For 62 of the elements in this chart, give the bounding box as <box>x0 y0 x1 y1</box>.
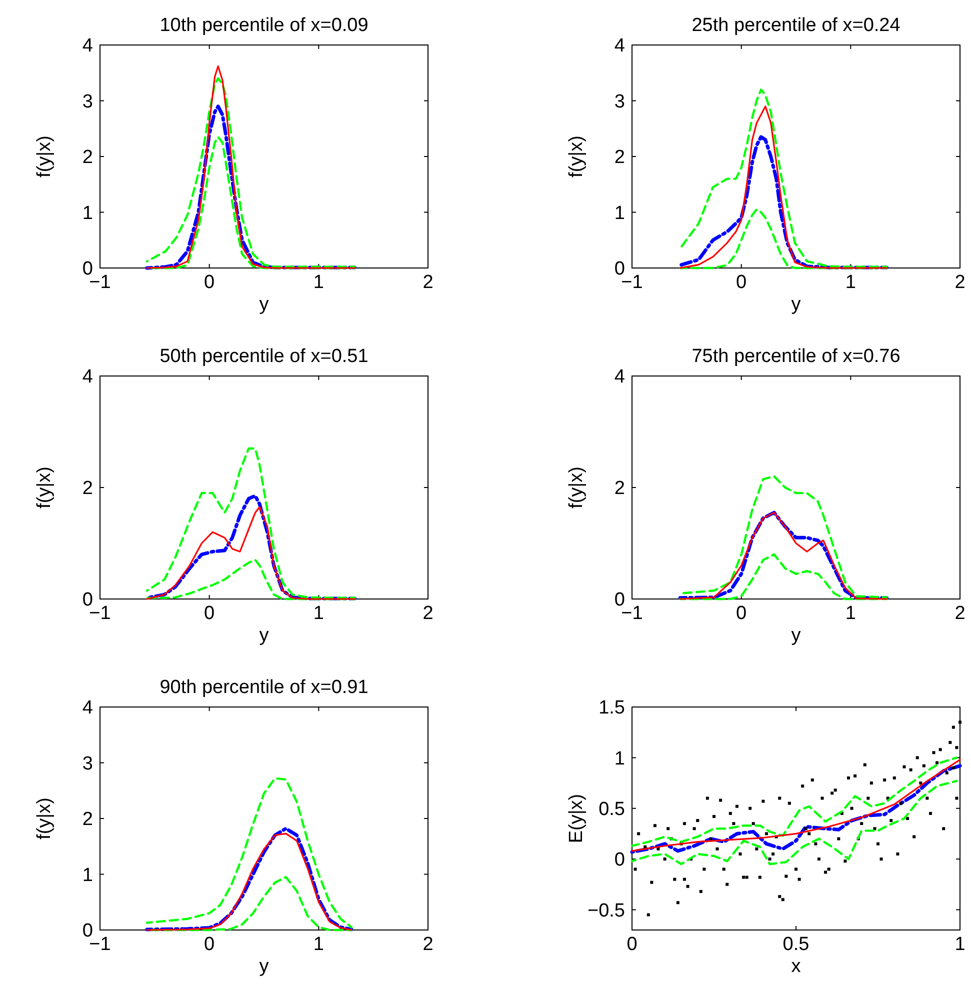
y-tick-label: 1 <box>82 202 93 224</box>
y-axis-title: f(y|x) <box>34 798 55 840</box>
y-tick-label: 2 <box>82 809 93 830</box>
x-tick-label: 0 <box>736 603 747 624</box>
y-tick-label: 2 <box>82 478 93 500</box>
y-axis-title: f(y|x) <box>566 136 587 178</box>
line-series <box>630 780 958 866</box>
y-tick-label: 2 <box>82 147 93 168</box>
y-tick-label: 0 <box>82 258 93 280</box>
y-tick-label: 1 <box>614 748 625 770</box>
y-axis-title: f(y|x) <box>566 466 587 508</box>
y-tick-label: 1 <box>614 202 625 224</box>
x-tick-label: 0 <box>204 934 215 955</box>
x-tick-label: 0.5 <box>782 934 810 955</box>
chart-title: 75th percentile of x=0.76 <box>692 346 900 367</box>
x-axis-title: x <box>791 956 802 977</box>
y-tick-label: −0.5 <box>587 900 625 922</box>
y-tick-label: 4 <box>82 366 94 388</box>
x-tick-label: 0 <box>204 272 215 293</box>
x-tick-label: 1 <box>954 934 966 955</box>
y-tick-label: 0 <box>614 850 625 871</box>
x-tick-label: 1 <box>845 272 856 293</box>
x-tick-label: 2 <box>422 603 434 624</box>
chart-title: 10th percentile of x=0.09 <box>160 15 368 36</box>
y-tick-label: 3 <box>82 91 93 112</box>
y-tick-label: 2 <box>614 478 625 500</box>
y-tick-label: 0.5 <box>598 799 625 820</box>
y-tick-label: 0 <box>614 590 625 611</box>
x-axis-title: y <box>791 625 802 646</box>
x-tick-label: 1 <box>313 934 324 955</box>
x-tick-label: 1 <box>313 272 324 293</box>
y-tick-label: 4 <box>82 698 94 719</box>
x-tick-label: 2 <box>954 603 966 624</box>
chart-title: 50th percentile of x=0.51 <box>160 346 368 367</box>
x-tick-label: 2 <box>422 934 434 955</box>
x-tick-label: 1 <box>313 603 324 624</box>
y-tick-label: 1 <box>82 864 93 886</box>
y-tick-label: 3 <box>614 91 625 112</box>
x-axis-title: y <box>259 625 270 646</box>
x-tick-label: 1 <box>845 603 856 624</box>
line-series <box>146 777 353 928</box>
y-tick-label: 0 <box>614 258 625 280</box>
y-tick-label: 0 <box>82 920 93 942</box>
x-tick-label: 0 <box>736 272 747 293</box>
x-tick-label: 0 <box>204 603 215 624</box>
y-tick-label: 4 <box>614 366 626 388</box>
chart-title: 90th percentile of x=0.91 <box>160 677 368 698</box>
y-tick-label: 3 <box>82 753 93 774</box>
y-axis-title: f(y|x) <box>34 466 55 508</box>
y-tick-label: 0 <box>82 590 93 611</box>
chart-title: 25th percentile of x=0.24 <box>692 15 901 36</box>
x-tick-label: 2 <box>422 272 434 293</box>
y-tick-label: 4 <box>82 36 94 57</box>
y-axis-title: f(y|x) <box>34 136 55 178</box>
x-axis-title: y <box>259 294 270 315</box>
x-tick-label: 2 <box>954 272 966 293</box>
x-axis-title: y <box>791 294 802 315</box>
y-tick-label: 2 <box>614 147 625 168</box>
y-tick-label: 4 <box>614 36 626 57</box>
y-tick-label: 1.5 <box>598 698 625 719</box>
x-axis-title: y <box>259 956 270 977</box>
y-axis-title: E(y|x) <box>566 794 587 844</box>
